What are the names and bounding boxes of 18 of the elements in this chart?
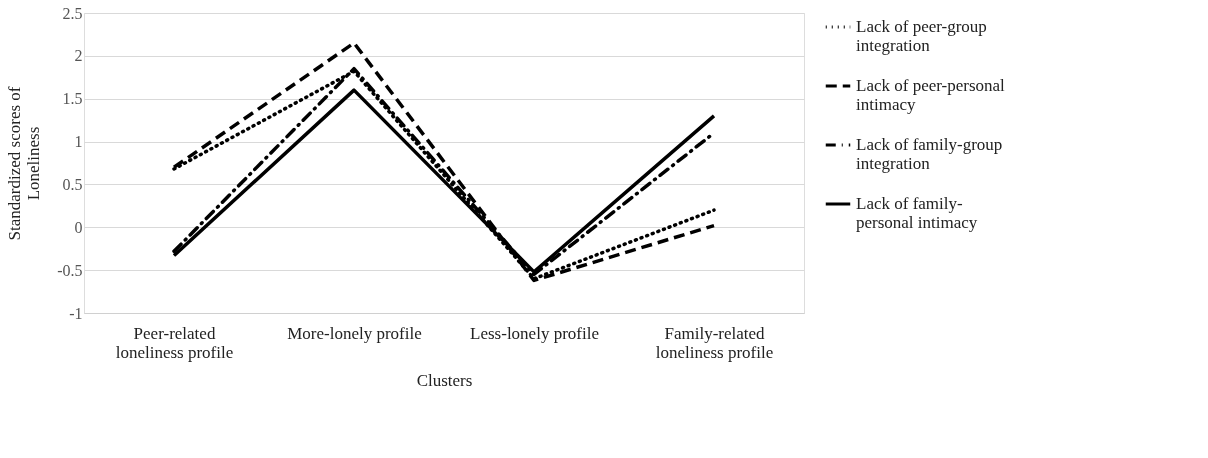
y-tick-label: 1 xyxy=(74,133,83,151)
y-tick-label: 0 xyxy=(74,218,83,236)
y-axis-title: Standardized scores of Loneliness xyxy=(5,86,44,241)
x-tick-label: Family-related loneliness profile xyxy=(655,323,774,362)
legend-label: Lack of family-personal intimacy xyxy=(856,194,978,232)
y-tick-label: 2.5 xyxy=(62,4,83,22)
legend-label: Lack of peer-group integration xyxy=(856,17,987,55)
y-tick-label: -0.5 xyxy=(57,261,83,279)
x-tick-label: Peer-related loneliness profile xyxy=(115,323,234,362)
x-tick-label: Less-lonely profile xyxy=(470,323,599,343)
legend-label: Lack of family-group integration xyxy=(856,135,1003,173)
y-tick-label: 0.5 xyxy=(62,175,83,193)
y-tick-label: 2 xyxy=(74,47,83,65)
y-tick-label: -1 xyxy=(69,304,83,322)
x-axis-title: Clusters xyxy=(416,370,473,390)
x-tick-label: More-lonely profile xyxy=(287,323,422,343)
y-tick-label: 1.5 xyxy=(62,90,83,108)
legend-label: Lack of peer-personal intimacy xyxy=(856,76,1006,114)
